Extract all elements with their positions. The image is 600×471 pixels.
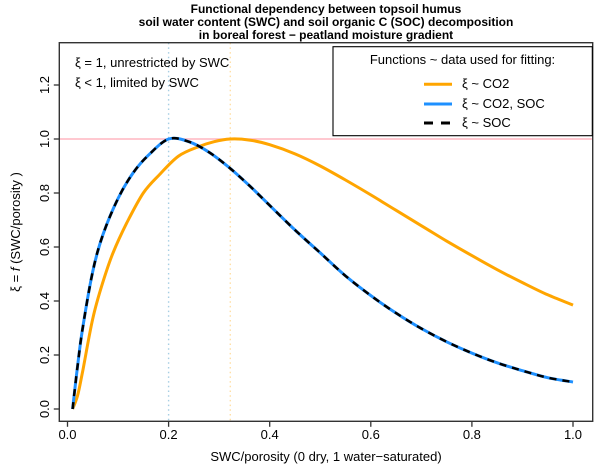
plot-border <box>58 42 594 423</box>
x-tick-label: 0.2 <box>159 427 178 442</box>
y-axis-title-part: (SWC/porosity ) <box>8 172 23 268</box>
y-tick-label: 0.8 <box>37 183 52 203</box>
x-tick-label: 1.0 <box>563 427 583 442</box>
y-axis-title-italic-f: f <box>8 267 23 272</box>
chart-title-line-1: Functional dependency between topsoil hu… <box>190 2 462 16</box>
x-axis-title: SWC/porosity (0 dry, 1 water−saturated) <box>210 449 442 464</box>
legend-box <box>332 46 593 137</box>
y-tick-label: 0.6 <box>37 237 52 257</box>
legend-label-soc: ξ ~ SOC <box>462 115 511 130</box>
curve-xi-co2 <box>71 137 574 410</box>
chart-title: Functional dependency between topsoil hu… <box>59 3 593 42</box>
y-axis-title: ξ = f (SWC/porosity ) <box>8 142 23 322</box>
x-tick-label: 0.8 <box>462 427 481 442</box>
y-tick-label: 0.4 <box>37 291 52 311</box>
curve-xi-co2-soc <box>71 136 574 410</box>
x-tick-label: 0.6 <box>361 427 380 442</box>
y-tick-label: 0.0 <box>37 399 52 419</box>
curve-xi-soc-dashed <box>71 136 574 410</box>
chart-title-line-3: in boreal forest − peatland moisture gra… <box>198 28 454 42</box>
y-tick-label: 0.2 <box>37 345 52 365</box>
y-axis-title-part: ξ = <box>8 271 23 292</box>
y-tick-label: 1.0 <box>37 129 52 149</box>
legend-label-co2: ξ ~ CO2 <box>462 76 510 91</box>
legend-label-co2-soc: ξ ~ CO2, SOC <box>462 96 545 111</box>
legend-title: Functions ~ data used for fitting: <box>369 52 556 67</box>
y-tick-label: 1.2 <box>37 75 52 95</box>
x-tick-label: 0.4 <box>260 427 279 442</box>
annotation-xi-equals-1: ξ = 1, unrestricted by SWC <box>75 55 230 70</box>
chart-title-line-2: soil water content (SWC) and soil organi… <box>138 15 514 29</box>
x-tick-label: 0.0 <box>58 427 77 442</box>
annotation-xi-less-than-1: ξ < 1, limited by SWC <box>75 75 199 90</box>
